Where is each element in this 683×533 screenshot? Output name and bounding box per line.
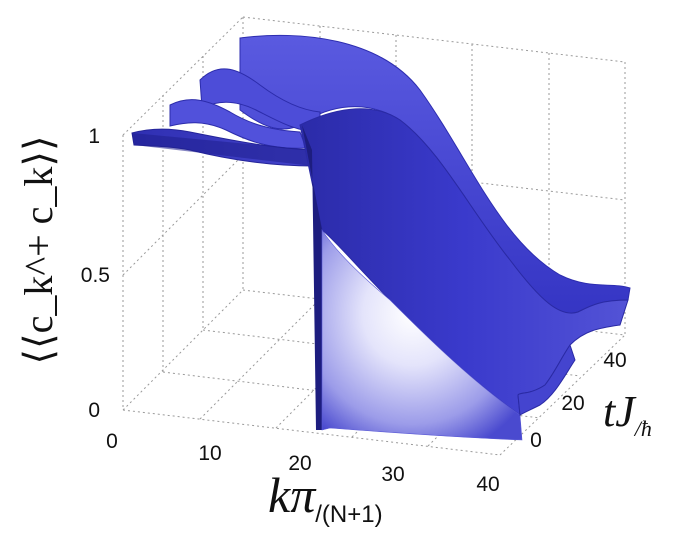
x-axis-ticks: 0 10 20 30 40 [106,430,500,496]
grid-line [242,16,626,63]
z-tick: 1 [88,125,100,148]
surface-step-wall [302,125,322,430]
grid-line [122,154,244,276]
y-tick: 20 [561,392,584,415]
svg-text:tJ/ħ: tJ/ħ [603,387,652,441]
svg-text:⟨⟨c_k^+ c_k⟩⟩: ⟨⟨c_k^+ c_k⟩⟩ [16,135,61,364]
surface-low-region [321,228,523,441]
y-tick: 0 [530,429,542,452]
x-tick: 30 [381,463,404,486]
x-tick: 10 [198,442,221,465]
y-axis-label: tJ/ħ [603,387,652,441]
y-label-sub: /ħ [633,416,652,441]
y-label-main: tJ [603,387,637,436]
x-axis-label: kπ/(N+1) [268,467,383,528]
y-axis-ticks: 0 20 40 [530,349,627,452]
grid-line [242,154,626,201]
z-axis-label: ⟨⟨c_k^+ c_k⟩⟩ [16,135,61,364]
grid-line [122,289,244,411]
surface [131,34,631,441]
grid-line [199,298,321,420]
surface-plateau-edge [132,133,312,166]
svg-text:kπ/(N+1): kπ/(N+1) [268,467,383,528]
grid-line [499,334,626,456]
z-axis-ticks: 1 0.5 0 [81,125,110,422]
y-tick: 40 [603,349,626,372]
z-tick: 0 [88,399,100,422]
grid-line [122,16,244,136]
x-tick: 40 [476,473,499,496]
x-tick: 20 [288,452,311,475]
x-tick: 0 [106,430,118,453]
grid-line [122,409,501,456]
x-label-sub: /(N+1) [315,501,382,528]
surface-tail [517,343,576,416]
z-tick: 0.5 [81,264,110,287]
z-label: ⟨⟨c_k^+ c_k⟩⟩ [16,135,61,364]
x-label-main: kπ [268,467,317,523]
